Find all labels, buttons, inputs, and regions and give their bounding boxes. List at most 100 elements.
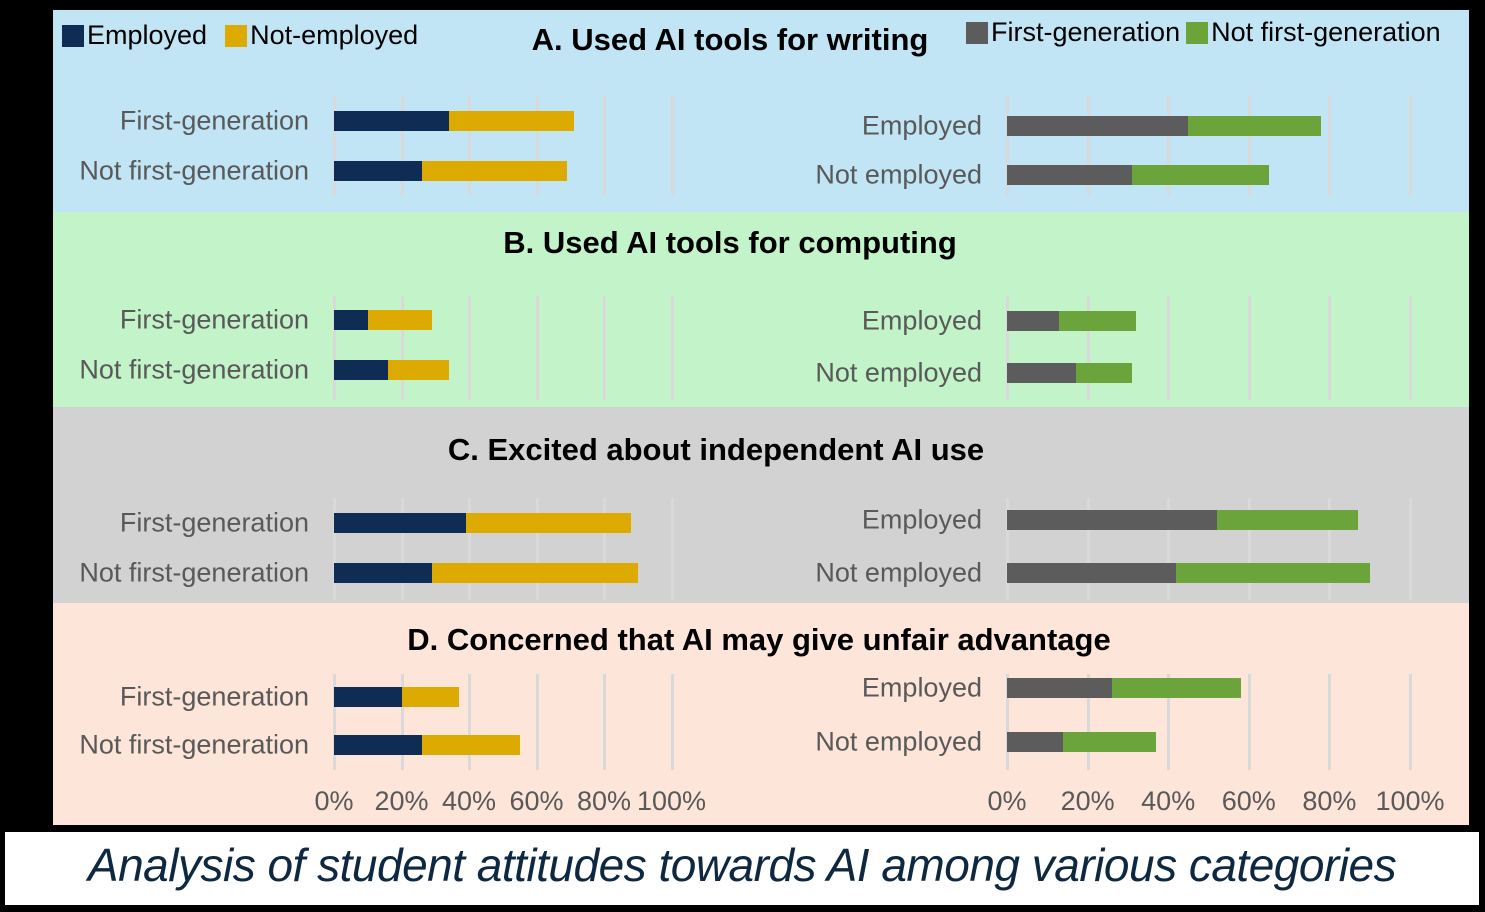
bar-segment-not-first-generation — [1216, 510, 1358, 530]
axis-tick-label: 80% — [1302, 786, 1357, 816]
axis-tick-label: 0% — [987, 786, 1027, 816]
legend-label: Employed — [87, 20, 208, 50]
bar-segment-not-first-generation — [1131, 165, 1269, 185]
gridline — [1167, 498, 1171, 600]
row-label: Not first-generation — [79, 729, 309, 760]
gridline — [468, 498, 471, 600]
bar-segment-employed — [334, 161, 422, 181]
gridline — [1409, 674, 1412, 770]
bar-segment-first-generation — [1007, 116, 1189, 136]
gridline — [1167, 296, 1171, 400]
panel-title-c: C. Excited about independent AI use — [447, 432, 985, 467]
gridline — [1086, 674, 1090, 770]
axis-tick-label: 20% — [1060, 786, 1115, 816]
row-label: Not employed — [815, 159, 982, 190]
gridline — [333, 498, 336, 600]
gridline — [1247, 498, 1251, 600]
gridline — [400, 674, 404, 770]
gridline — [1086, 296, 1090, 400]
gridline — [1167, 95, 1171, 195]
legend-swatch-icon — [1186, 21, 1209, 44]
gridline — [535, 498, 539, 600]
gridline — [1409, 296, 1412, 400]
bar-segment-first-generation — [1007, 363, 1076, 383]
bar-segment-not-employed — [421, 161, 567, 181]
bar-segment-not-employed — [388, 360, 449, 380]
gridline — [400, 95, 404, 195]
gridline — [535, 95, 539, 195]
legend-generation: First-generation Not first-generation — [966, 17, 1447, 48]
gridline — [670, 674, 674, 770]
gridline — [603, 296, 606, 400]
gridline — [535, 296, 539, 400]
gridline — [1006, 674, 1009, 770]
gridline — [1247, 95, 1251, 195]
row-label: Employed — [861, 672, 982, 703]
gridline — [1328, 498, 1332, 600]
gridline — [1328, 95, 1332, 195]
axis-tick-label: 60% — [1221, 786, 1276, 816]
gridline — [603, 498, 606, 600]
gridline — [1328, 296, 1332, 400]
gridline — [333, 674, 336, 770]
panel-d — [53, 603, 1469, 825]
gridline — [670, 296, 674, 400]
gridline — [1247, 674, 1251, 770]
bar-segment-employed — [334, 513, 466, 533]
row-label: Not first-generation — [79, 155, 309, 186]
bar-segment-employed — [334, 687, 402, 707]
bar-segment-employed — [334, 360, 388, 380]
bar-segment-first-generation — [1007, 732, 1064, 752]
legend-label: First-generation — [991, 17, 1181, 47]
gridline — [468, 296, 471, 400]
bar-segment-employed — [334, 735, 422, 755]
axis-tick-label: 40% — [1141, 786, 1196, 816]
bar-segment-not-first-generation — [1063, 732, 1157, 752]
gridline — [603, 674, 606, 770]
panel-title-a: A. Used AI tools for writing — [531, 22, 929, 57]
gridline — [468, 674, 471, 770]
panel-title-b: B. Used AI tools for computing — [503, 225, 957, 260]
bar-segment-not-first-generation — [1075, 363, 1132, 383]
panel-title-d: D. Concerned that AI may give unfair adv… — [407, 622, 1111, 657]
figure-caption: Analysis of student attitudes towards AI… — [87, 839, 1397, 891]
legend-swatch-icon — [62, 24, 84, 47]
legend-employment: Employed Not-employed — [62, 20, 436, 51]
row-label: Not first-generation — [79, 354, 309, 385]
row-label: First-generation — [119, 507, 309, 538]
legend-item: Not-employed — [225, 20, 418, 51]
bar-segment-not-first-generation — [1188, 116, 1322, 136]
gridline — [400, 498, 404, 600]
row-label: Employed — [861, 504, 982, 535]
gridline — [1006, 296, 1009, 400]
bar-segment-employed — [334, 111, 449, 131]
row-label: First-generation — [119, 105, 309, 136]
panel-b — [53, 212, 1469, 407]
caption-box: Analysis of student attitudes towards AI… — [5, 832, 1479, 905]
legend-item: Employed — [62, 20, 207, 51]
row-label: Employed — [861, 305, 982, 336]
axis-tick-label: 100% — [636, 786, 707, 816]
gridline — [1167, 674, 1171, 770]
axis-tick-label: 80% — [576, 786, 632, 816]
bar-segment-not-first-generation — [1111, 678, 1241, 698]
gridline — [1086, 95, 1090, 195]
row-label: First-generation — [119, 304, 309, 335]
gridline — [535, 674, 539, 770]
gridline — [1006, 498, 1009, 600]
row-label: Not employed — [815, 726, 982, 757]
gridline — [400, 296, 404, 400]
axis-tick-label: 0% — [314, 786, 354, 816]
bar-segment-not-employed — [401, 687, 459, 707]
row-label: Not employed — [815, 357, 982, 388]
legend-label: Not-employed — [250, 20, 419, 50]
row-label: Not first-generation — [79, 557, 309, 588]
row-label: Employed — [861, 110, 982, 141]
bar-segment-not-first-generation — [1176, 563, 1370, 583]
legend-item: First-generation — [966, 17, 1180, 48]
bar-segment-first-generation — [1007, 563, 1177, 583]
axis-tick-label: 60% — [509, 786, 564, 816]
legend-item: Not first-generation — [1186, 17, 1441, 48]
bar-segment-employed — [334, 563, 432, 583]
gridline — [1006, 95, 1009, 195]
